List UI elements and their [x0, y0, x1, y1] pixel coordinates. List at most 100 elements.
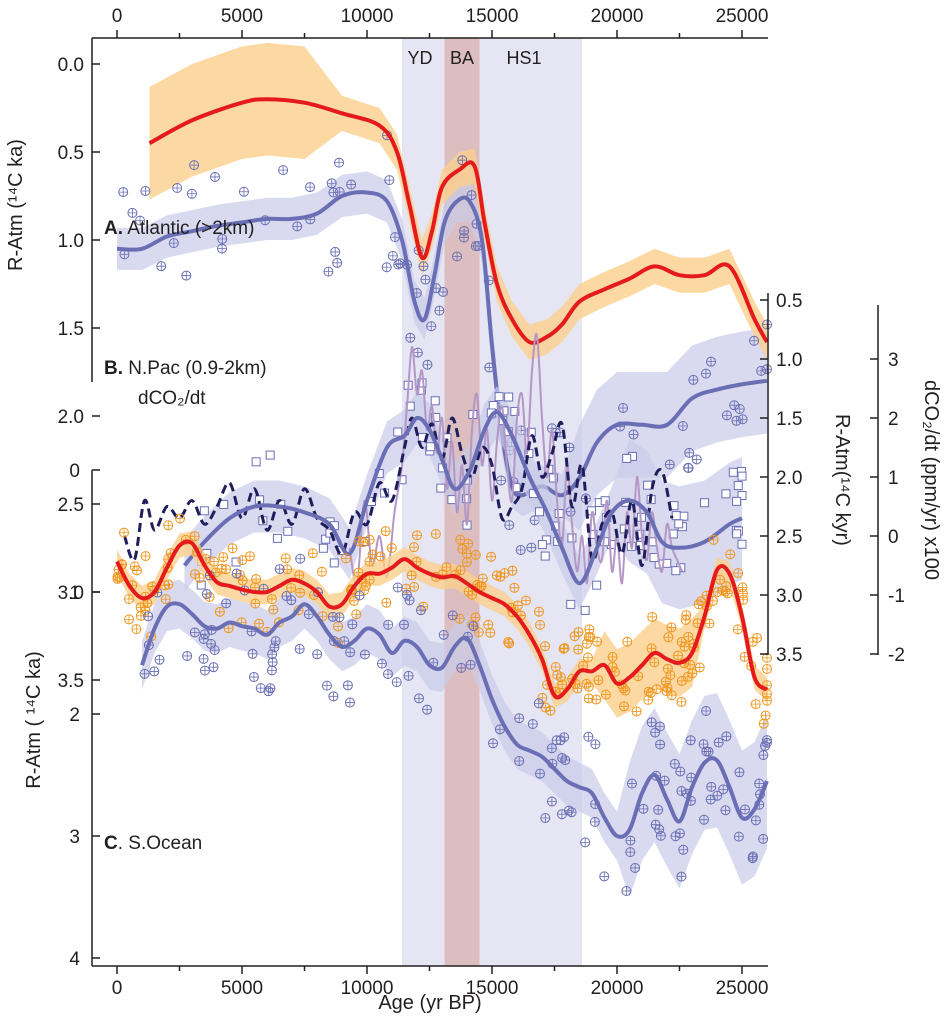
- socean-orange-point: [679, 641, 690, 652]
- socean-blue-point: [354, 590, 365, 601]
- bottom-age-tick-label: 25000: [716, 978, 769, 999]
- socean-orange-point: [550, 661, 561, 672]
- socean-blue-point: [720, 805, 731, 816]
- top-age-tick-label: 15000: [466, 6, 519, 27]
- npac-data-point: [430, 396, 440, 406]
- socean-blue-point: [359, 649, 370, 660]
- npac-data-point: [511, 483, 521, 493]
- socean-blue-point: [248, 672, 259, 683]
- socean-orange-point: [573, 644, 584, 655]
- co2-tick-label: 0: [888, 527, 899, 548]
- pac-tick-label: 3.5: [776, 645, 802, 666]
- socean-orange-point: [354, 536, 365, 547]
- socean-orange-point: [676, 696, 687, 707]
- atlantic-data-point: [420, 274, 431, 285]
- atlantic-data-point: [762, 364, 772, 375]
- socean-blue-point: [527, 718, 538, 729]
- atlantic-data-point: [118, 187, 129, 198]
- pac-tick-label: 0.5: [776, 291, 802, 312]
- socean-blue-point: [758, 833, 769, 844]
- npac-data-point: [426, 442, 436, 452]
- socean-orange-point: [687, 668, 698, 679]
- npac-data-point: [733, 481, 743, 491]
- socean-orange-point: [581, 638, 592, 649]
- atlantic-data-point: [217, 233, 228, 244]
- atlantic-data-point: [496, 475, 507, 486]
- npac-data-point: [737, 539, 747, 549]
- socean-blue-point: [422, 704, 433, 715]
- socean-deep-smooth-line: [140, 601, 769, 839]
- atlantic-data-point: [691, 454, 702, 465]
- socean-orange-point: [503, 637, 514, 648]
- npac-data-point: [548, 473, 558, 483]
- npac-data-point: [231, 557, 241, 567]
- socean-orange-point: [666, 622, 677, 633]
- npac-data-point: [732, 529, 742, 539]
- npac-data-point: [700, 498, 710, 508]
- atlantic-data-point: [459, 225, 470, 236]
- socean-orange-point: [375, 551, 386, 562]
- socean-blue-point: [705, 794, 716, 805]
- socean-blue-point: [465, 659, 476, 670]
- top-age-tick-label: 5000: [221, 6, 263, 27]
- socean-orange-point: [545, 705, 556, 716]
- socean-blue-point: [754, 778, 765, 789]
- atlantic-data-point: [438, 286, 449, 297]
- npac-data-point: [526, 427, 536, 437]
- pac-tick-label: 1.0: [776, 350, 802, 371]
- npac-data-point: [283, 526, 293, 536]
- co2-tick-label: -2: [888, 645, 905, 666]
- bottom-age-axis: 0 5000 10000 15000 20000 25000 Age (yr BP): [92, 965, 769, 1014]
- npac-data-point: [671, 566, 681, 576]
- npac-data-point: [737, 491, 747, 501]
- atlantic-data-point: [526, 542, 537, 553]
- socean-orange-point: [175, 513, 186, 524]
- socean-blue-point: [143, 611, 154, 622]
- npac-data-point: [436, 483, 446, 493]
- socean-orange-point: [619, 701, 630, 712]
- socean-blue-point: [758, 750, 769, 761]
- socean-orange-point: [457, 543, 468, 554]
- socean-orange-point: [660, 676, 671, 687]
- socean-blue-point: [626, 778, 637, 789]
- socean-blue-point: [654, 721, 665, 732]
- socean-blue-point: [762, 735, 772, 746]
- atlantic-data-point: [389, 232, 400, 243]
- socean-orange-point: [696, 596, 707, 607]
- bottom-left-axis-title: R-Atm ( ¹⁴C ka): [23, 651, 45, 788]
- socean-orange-point: [409, 542, 420, 553]
- socean-orange-point: [533, 606, 544, 617]
- socean-blue-point: [546, 796, 557, 807]
- atlantic-data-point: [452, 251, 463, 262]
- top-age-tick-label: 10000: [341, 6, 394, 27]
- npac-data-point: [488, 401, 498, 411]
- socean-orange-point: [572, 683, 583, 694]
- atlantic-data-point: [470, 241, 481, 252]
- socean-blue-point: [676, 871, 687, 882]
- top-age-tick-label: 25000: [716, 6, 769, 27]
- top-age-axis: 0 5000 10000 15000 20000 25000: [92, 6, 769, 39]
- socean-blue-point: [383, 619, 394, 630]
- top-left-tick-label: 3.5: [58, 671, 84, 692]
- socean-blue-point: [646, 717, 657, 728]
- socean-orange-point: [189, 531, 200, 542]
- npac-data-point: [635, 541, 645, 551]
- socean-blue-point: [734, 767, 745, 778]
- atlantic-data-point: [238, 186, 249, 197]
- socean-blue-point: [404, 595, 415, 606]
- socean-orange-point: [582, 652, 593, 663]
- npac-data-point: [592, 580, 602, 590]
- bottom-left-tick-label: 0: [69, 461, 80, 482]
- atlantic-data-point: [418, 261, 429, 272]
- socean-orange-point: [163, 520, 174, 531]
- socean-blue-point: [447, 610, 458, 621]
- socean-blue-point: [342, 680, 353, 691]
- socean-blue-point: [546, 743, 557, 754]
- npac-data-point: [196, 580, 206, 590]
- socean-blue-point: [274, 564, 285, 575]
- panel-b-sublabel: dCO₂/dt: [138, 388, 206, 409]
- socean-blue-point: [675, 766, 686, 777]
- atlantic-data-point: [737, 414, 748, 425]
- atlantic-data-point: [305, 182, 316, 193]
- socean-blue-point: [563, 805, 574, 816]
